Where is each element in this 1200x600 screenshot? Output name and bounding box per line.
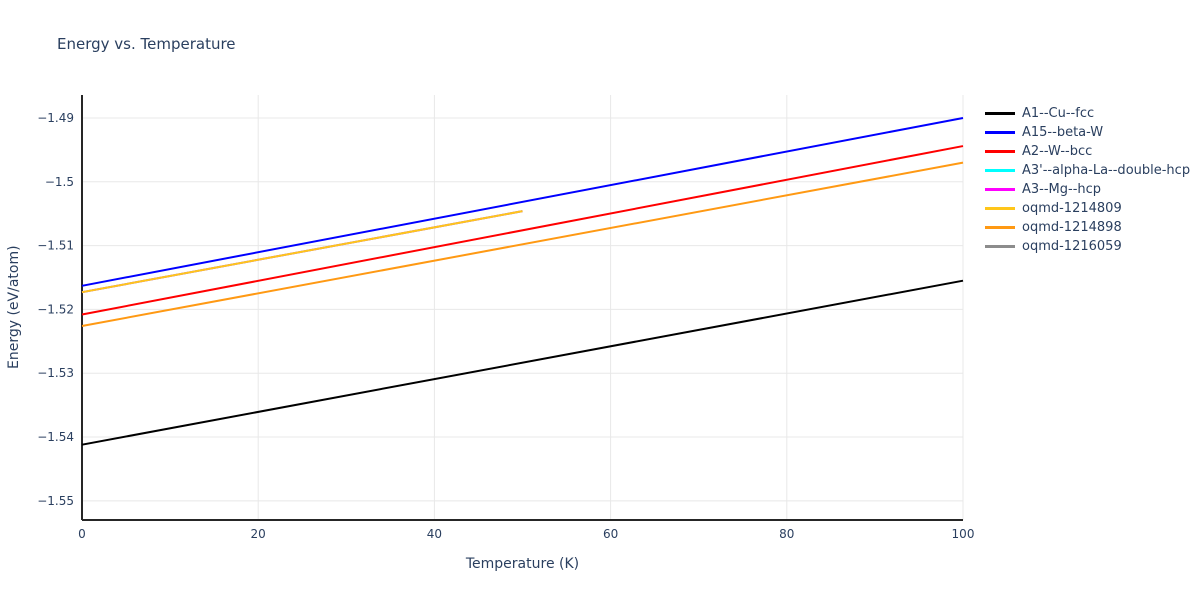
legend-label: A3--Mg--hcp xyxy=(1022,182,1102,197)
series-line-oqmd-1214809 xyxy=(81,210,523,294)
y-tick-label: −1.52 xyxy=(37,302,74,316)
legend-line-swatch xyxy=(985,226,1015,229)
legend-label: A1--Cu--fcc xyxy=(1022,106,1095,121)
y-tick-label: −1.5 xyxy=(45,175,74,189)
legend-label: A15--beta-W xyxy=(1022,125,1104,140)
x-tick-label: 0 xyxy=(78,527,86,541)
x-tick-label: 60 xyxy=(603,527,618,541)
legend-line-swatch xyxy=(985,188,1015,191)
legend-line-swatch xyxy=(985,150,1015,153)
legend-label: A2--W--bcc xyxy=(1022,144,1093,159)
x-tick-label: 40 xyxy=(427,527,442,541)
legend-line-swatch xyxy=(985,245,1015,248)
legend-item[interactable]: A1--Cu--fcc xyxy=(985,104,1190,123)
series-line-A1--Cu--fcc xyxy=(81,279,964,446)
y-tick-label: −1.54 xyxy=(37,430,74,444)
chart-title: Energy vs. Temperature xyxy=(57,35,236,53)
y-tick-label: −1.49 xyxy=(37,111,74,125)
series-line-A2--W--bcc xyxy=(81,145,964,316)
x-axis-title: Temperature (K) xyxy=(465,556,580,572)
legend-line-swatch xyxy=(985,112,1015,115)
y-axis-title: Energy (eV/atom) xyxy=(6,245,22,370)
legend-label: oqmd-1214809 xyxy=(1022,201,1122,216)
x-tick-label: 20 xyxy=(251,527,266,541)
series-line-A15--beta-W xyxy=(81,116,964,287)
y-tick-label: −1.51 xyxy=(37,239,74,253)
legend-label: A3'--alpha-La--double-hcp xyxy=(1022,163,1191,178)
legend-item[interactable]: A3--Mg--hcp xyxy=(985,180,1190,199)
legend-line-swatch xyxy=(985,207,1015,210)
series-line-oqmd-1214898 xyxy=(81,161,964,327)
legend-item[interactable]: A3'--alpha-La--double-hcp xyxy=(985,161,1190,180)
legend-item[interactable]: oqmd-1216059 xyxy=(985,237,1190,256)
legend-label: oqmd-1214898 xyxy=(1022,220,1122,235)
y-tick-label: −1.53 xyxy=(37,366,74,380)
x-tick-label: 80 xyxy=(779,527,794,541)
y-tick-label: −1.55 xyxy=(37,494,74,508)
legend-item[interactable]: oqmd-1214898 xyxy=(985,218,1190,237)
legend-item[interactable]: A15--beta-W xyxy=(985,123,1190,142)
legend-line-swatch xyxy=(985,131,1015,134)
legend-label: oqmd-1216059 xyxy=(1022,239,1122,254)
legend: A1--Cu--fcc A15--beta-W A2--W--bcc A3'--alp… xyxy=(985,104,1190,256)
legend-item[interactable]: A2--W--bcc xyxy=(985,142,1190,161)
x-tick-label: 100 xyxy=(952,527,975,541)
legend-item[interactable]: oqmd-1214809 xyxy=(985,199,1190,218)
legend-line-swatch xyxy=(985,169,1015,172)
